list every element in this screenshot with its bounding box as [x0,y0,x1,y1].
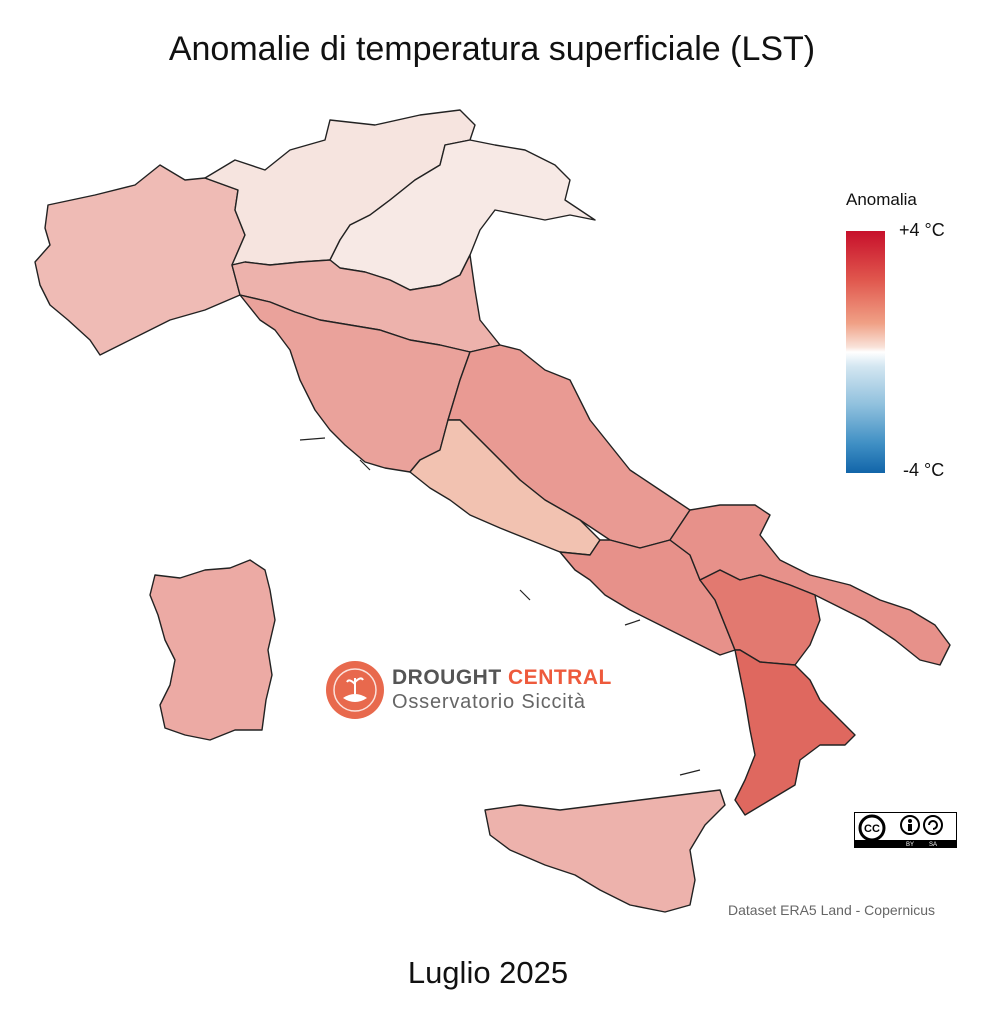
region-sardegna [149,559,276,741]
region-calabria [734,649,856,816]
brand-name: DROUGHT CENTRAL [392,666,612,690]
cc-by-sa-badge: CC BY SA [854,812,957,848]
brand-name-part2: CENTRAL [508,666,612,689]
map-title: Anomalie di temperatura superficiale (LS… [168,30,816,68]
dataset-source: Dataset ERA5 Land - Copernicus [728,902,935,918]
region-north-east [329,139,596,291]
legend-max-label: +4 °C [899,220,945,240]
sa-text: SA [929,842,937,848]
cc-text: CC [864,823,880,835]
brand-tagline: Osservatorio Siccità [392,691,586,713]
region-lazio [409,419,601,556]
region-sicilia [484,789,726,913]
region-basilicata [699,569,821,666]
drought-central-logo [326,661,384,719]
by-text: BY [906,842,914,848]
brand-name-part1: DROUGHT [392,666,502,689]
region-north-west [34,164,246,356]
legend-title: Anomalia [846,190,917,209]
legend-color-bar [846,231,885,473]
legend-min-label: -4 °C [903,460,945,480]
map-subtitle: Luglio 2025 [407,955,569,990]
coast-islets [299,437,701,776]
